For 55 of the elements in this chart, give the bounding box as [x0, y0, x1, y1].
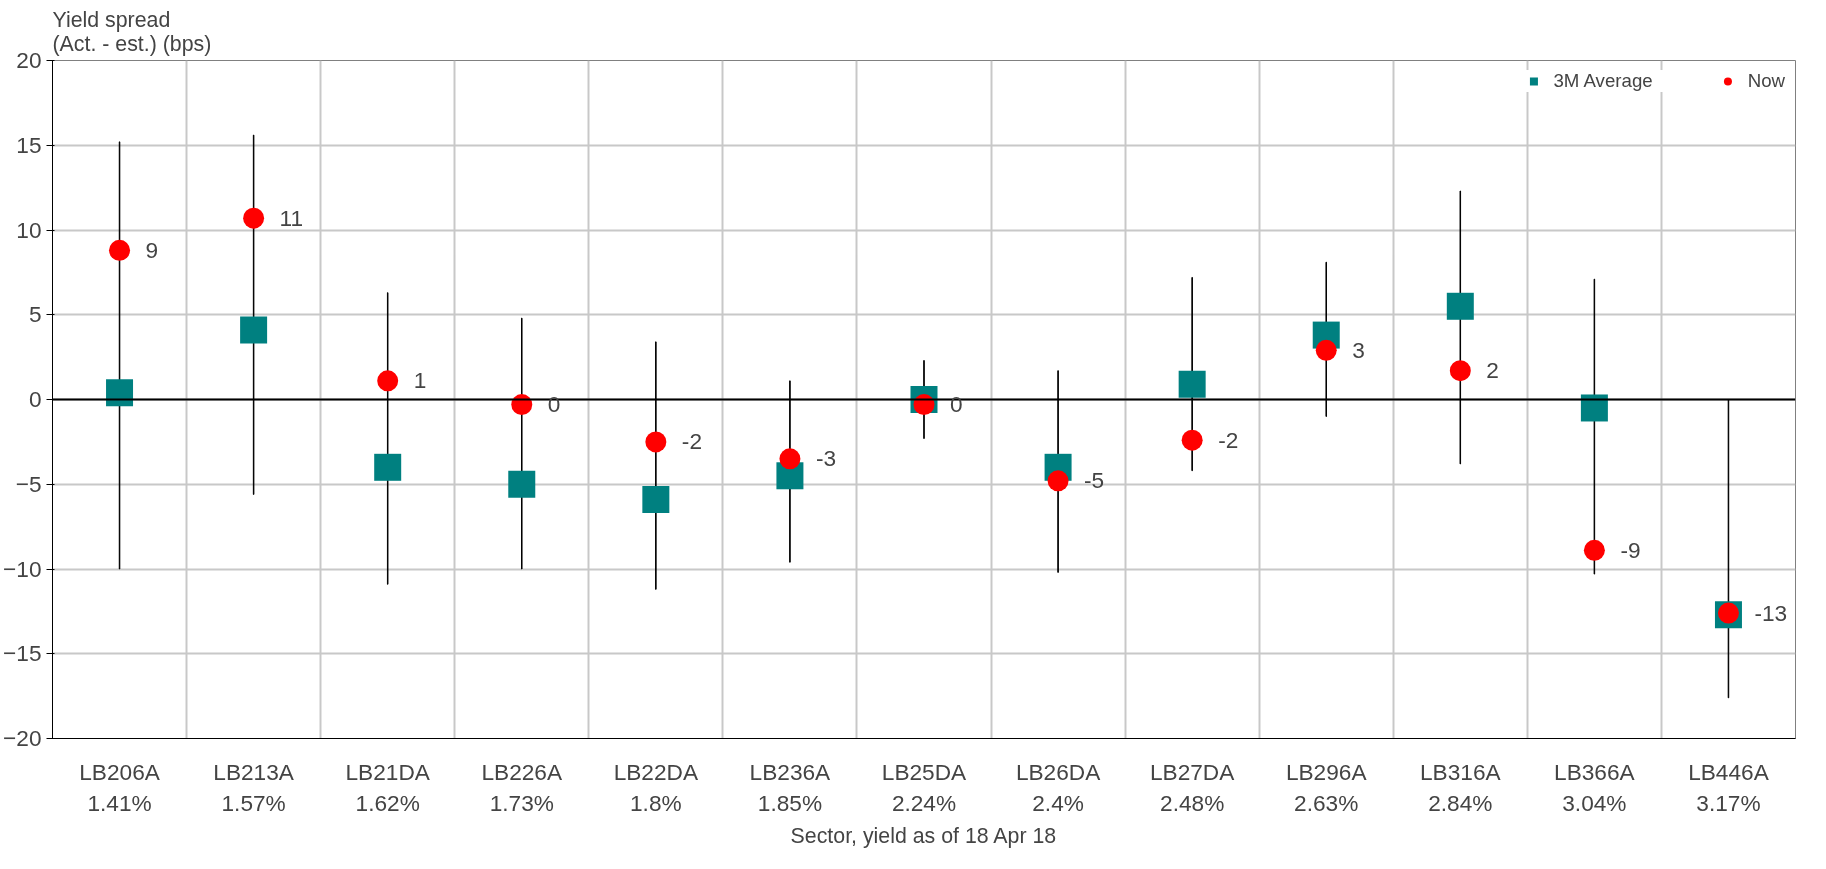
x-tick-label: LB296A 2.63% [1285, 758, 1368, 816]
x-tick-label: LB27DA 2.48% [1149, 758, 1236, 816]
y-axis-title: Yield spread (Act. - est.) (bps) [52, 7, 212, 56]
data-label: -3 [815, 445, 837, 472]
x-tick-label: LB446A 3.17% [1688, 758, 1770, 816]
point [1583, 539, 1605, 561]
x-tick-label: LB236A 1.85% [749, 758, 832, 816]
point [508, 470, 536, 498]
data-label: 2 [1486, 357, 1499, 384]
point [1446, 292, 1474, 320]
point [1580, 394, 1608, 422]
data-label: -13 [1754, 599, 1788, 626]
x-axis-title: Sector, yield as of 18 Apr 18 [790, 823, 1057, 848]
x-tick-label: LB213A 1.57% [213, 758, 295, 816]
data-label: -9 [1620, 536, 1641, 563]
point [1315, 339, 1337, 361]
y-tick-label: −20 [3, 725, 42, 751]
point [240, 316, 268, 344]
x-tick-label: LB366A 3.04% [1554, 758, 1636, 816]
point [109, 239, 131, 261]
y-tick-label: 20 [16, 47, 42, 73]
data-label: 9 [145, 236, 159, 263]
data-label: 1 [413, 367, 427, 394]
point [106, 379, 134, 407]
y-tick-label: −5 [15, 470, 42, 497]
point [377, 370, 399, 392]
x-tick-label: LB226A 1.73% [481, 758, 563, 816]
x-tick-label: LB316A 2.84% [1420, 758, 1502, 816]
data-label: -2 [1218, 426, 1239, 453]
data-label: -2 [681, 428, 702, 455]
x-tick-label: LB22DA 1.8% [613, 758, 699, 816]
y-tick-label: 15 [16, 131, 42, 158]
y-tick-label: 0 [28, 386, 42, 412]
point [1178, 370, 1206, 398]
point [1047, 470, 1069, 492]
x-tick-label: LB25DA 2.24% [881, 758, 968, 816]
point [243, 207, 265, 229]
data-label: 3 [1352, 336, 1365, 363]
point [779, 448, 801, 470]
point [1449, 360, 1471, 382]
data-label: -5 [1084, 467, 1105, 494]
x-tick-label: LB21DA 1.62% [345, 758, 431, 816]
y-tick-label: 10 [16, 216, 42, 243]
legend-label: Now [1747, 70, 1785, 92]
point [642, 486, 670, 514]
point [645, 431, 667, 453]
point [374, 453, 402, 481]
x-tick-label: LB206A 1.41% [79, 758, 161, 816]
x-tick-label: LB26DA 2.4% [1015, 758, 1102, 816]
y-tick-label: −15 [3, 640, 42, 667]
y-tick-label: 5 [28, 301, 42, 328]
y-tick-label: −10 [3, 555, 42, 582]
data-label: 11 [279, 204, 304, 231]
legend-label: 3M Average [1553, 70, 1653, 92]
point [1181, 429, 1203, 451]
